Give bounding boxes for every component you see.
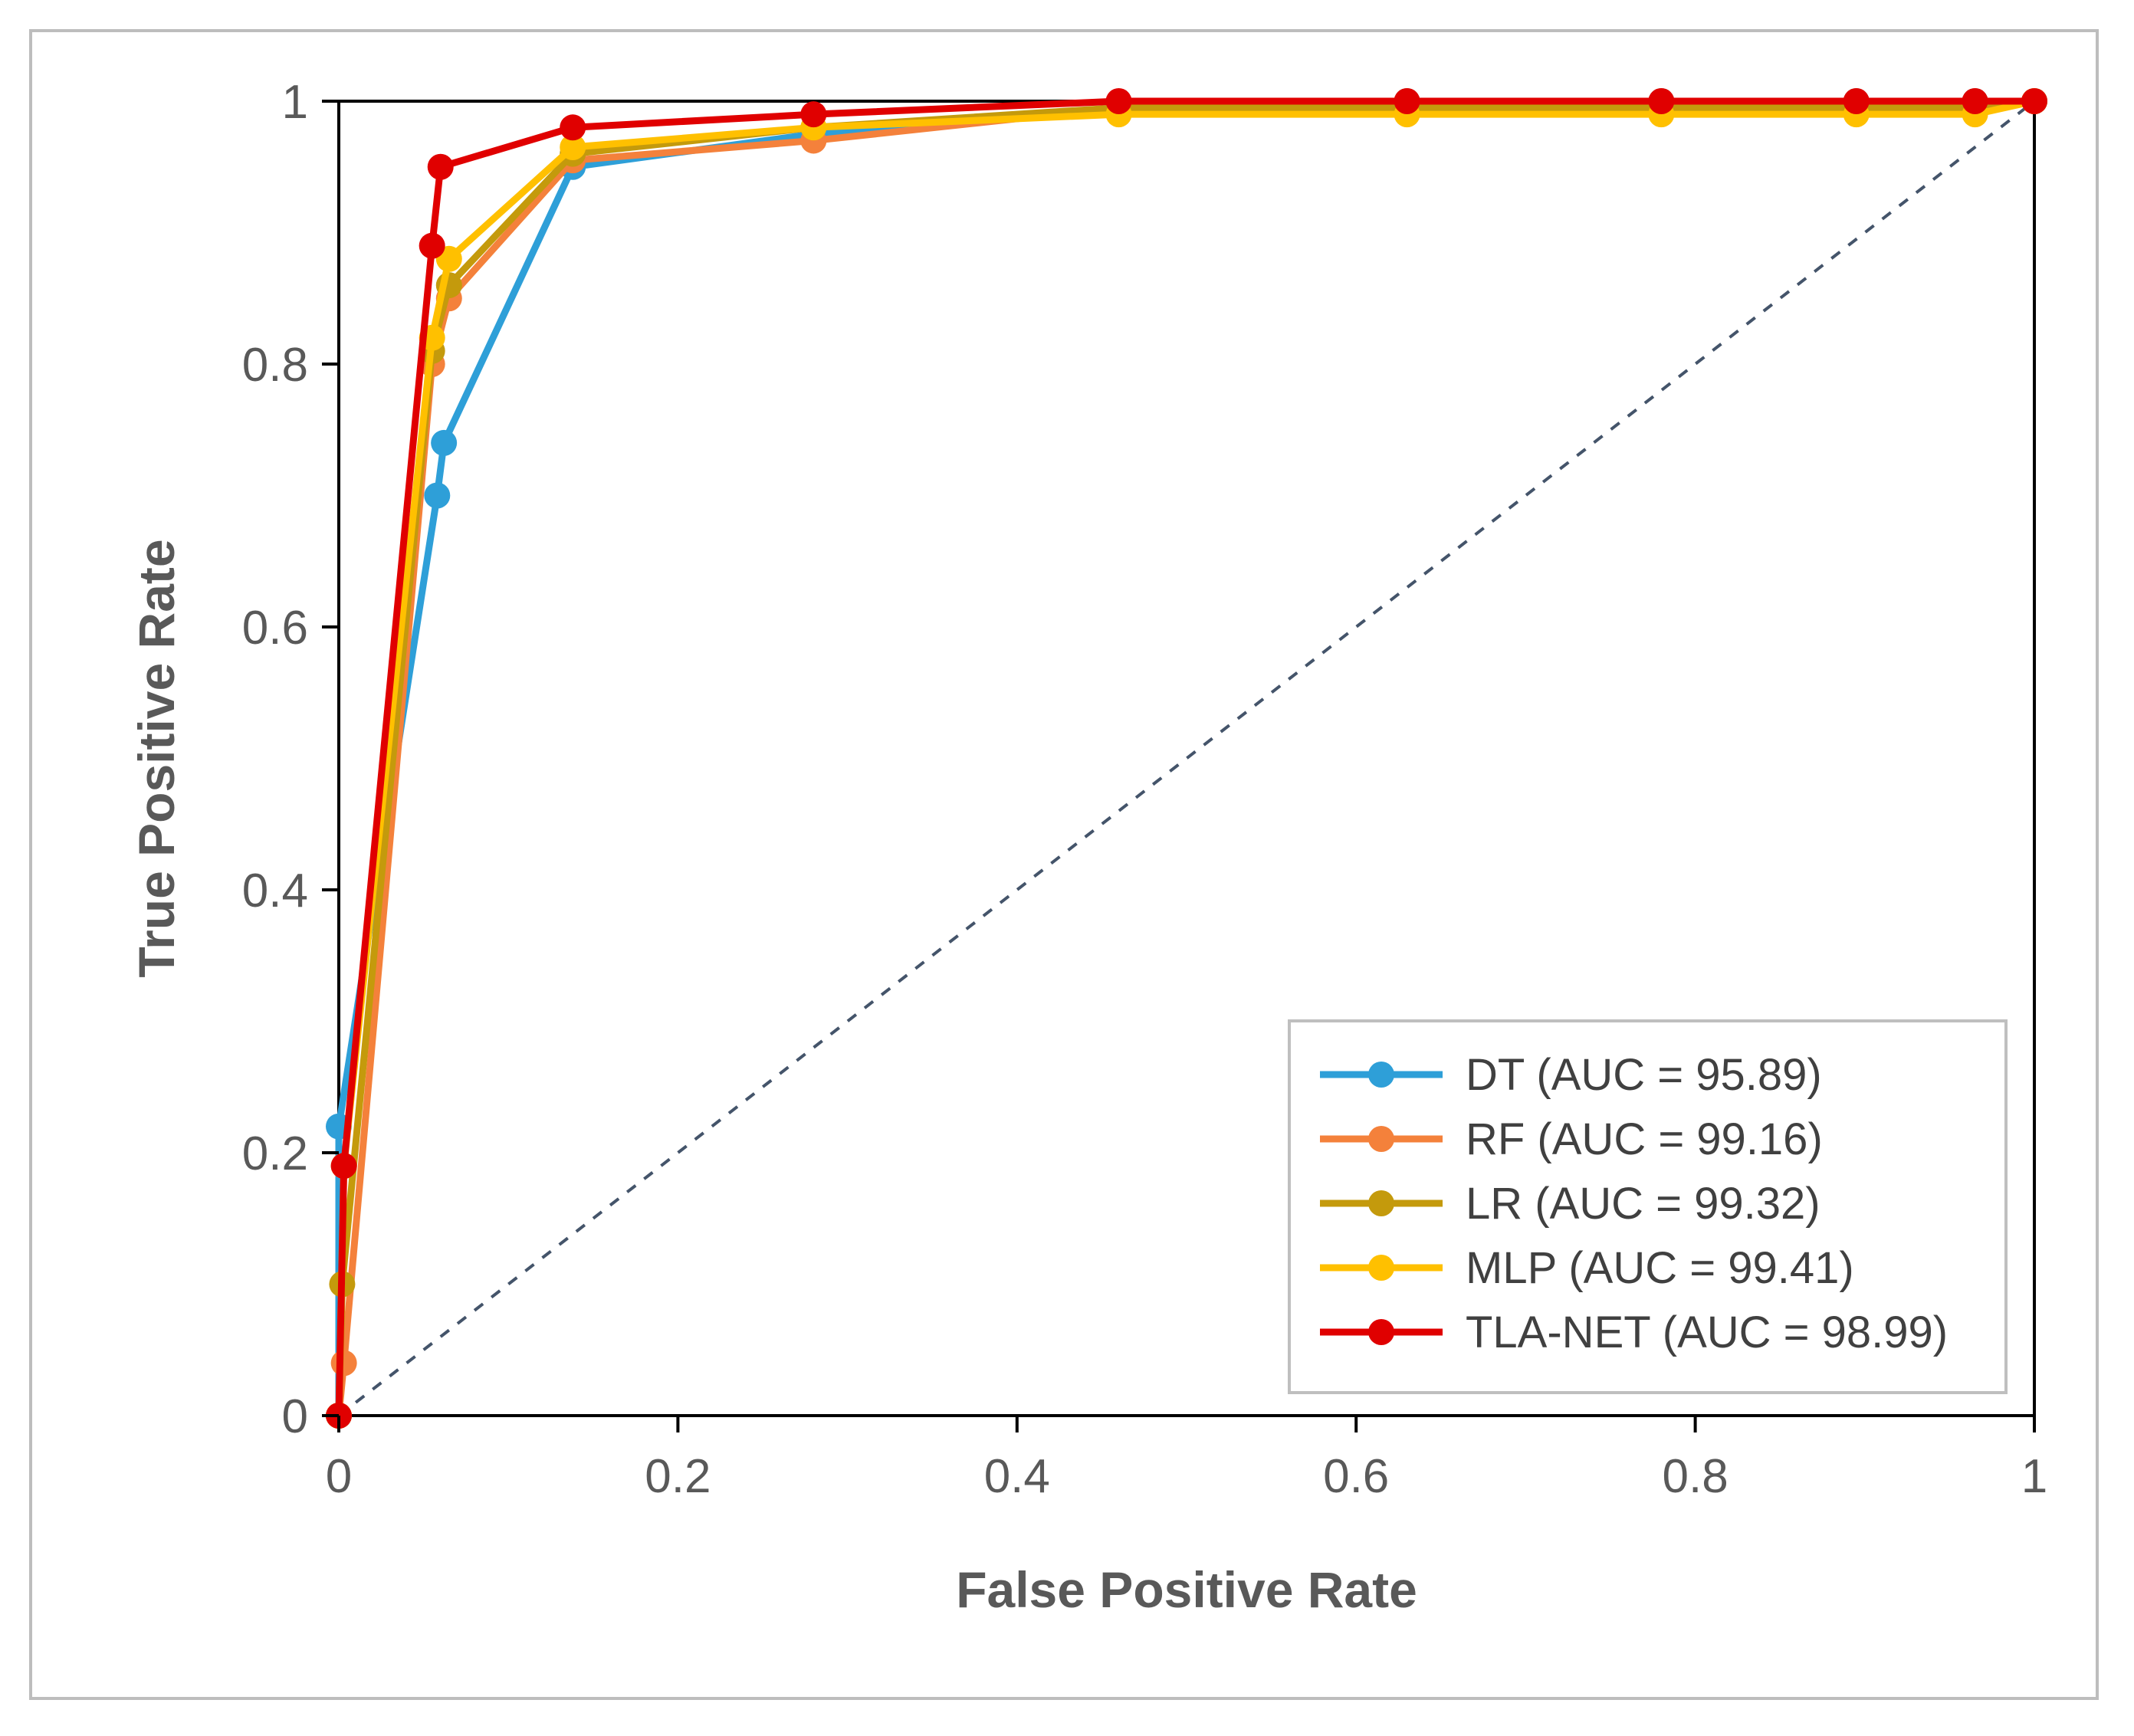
data-point-mlp: [560, 134, 586, 161]
data-point-tla-net: [2021, 88, 2047, 114]
data-point-tla-net: [427, 153, 454, 180]
legend-label: MLP (AUC = 99.41): [1466, 1243, 1854, 1293]
y-tick-label: 0: [282, 1390, 308, 1443]
legend-item-mlp: MLP (AUC = 99.41): [1320, 1243, 1854, 1293]
legend: DT (AUC = 95.89) RF (AUC = 99.16) LR (AUC …: [1288, 1019, 2008, 1394]
y-tick-label: 0.6: [242, 602, 308, 655]
data-point-tla-net: [1648, 88, 1675, 114]
chart-frame: 0 0.2 0.4 0.6 0.8 1 0 0.2 0.4 0.6 0.8 1 False Positi…: [29, 29, 2099, 1700]
x-tick-label: 1: [2021, 1450, 2047, 1503]
data-point-dt: [424, 482, 451, 509]
data-point-tla-net: [1394, 88, 1420, 114]
series-line-mlp: [335, 97, 2038, 1419]
legend-item-dt: DT (AUC = 95.89): [1320, 1050, 1822, 1100]
legend-item-rf: RF (AUC = 99.16): [1320, 1114, 1823, 1164]
data-point-tla-net: [800, 101, 827, 128]
legend-item-lr: LR (AUC = 99.32): [1320, 1179, 1820, 1229]
x-axis-title: False Positive Rate: [956, 1561, 1417, 1618]
legend-label: RF (AUC = 99.16): [1466, 1114, 1823, 1164]
axes-layer: 0 0.2 0.4 0.6 0.8 1 0 0.2 0.4 0.6 0.8 1 False Positi…: [128, 76, 2047, 1618]
data-point-rf: [330, 1350, 357, 1377]
data-point-tla-net: [1105, 88, 1132, 114]
data-point-tla-net: [1843, 88, 1870, 114]
legend-label: TLA-NET (AUC = 98.99): [1466, 1308, 1948, 1357]
series-line-tla-net: [335, 97, 2038, 1419]
series-tla-net: [326, 88, 2047, 1429]
legend-swatch-marker: [1368, 1062, 1394, 1088]
legend-swatch-marker: [1368, 1319, 1394, 1345]
legend-swatch-marker: [1368, 1190, 1394, 1216]
legend-item-tla-net: TLA-NET (AUC = 98.99): [1320, 1308, 1948, 1357]
data-point-tla-net: [560, 114, 586, 141]
x-tick-label: 0.4: [984, 1450, 1050, 1503]
y-axis-title: True Positive Rate: [128, 539, 185, 977]
legend-swatch-marker: [1368, 1255, 1394, 1281]
y-tick-label: 0.2: [242, 1127, 308, 1180]
roc-chart: 0 0.2 0.4 0.6 0.8 1 0 0.2 0.4 0.6 0.8 1 False Positi…: [128, 76, 2047, 1618]
chance-diagonal-line: [337, 100, 2036, 1417]
x-tick-label: 0.8: [1662, 1450, 1728, 1503]
data-point-tla-net: [330, 1153, 357, 1180]
legend-swatch-marker: [1368, 1126, 1394, 1152]
x-tick-label: 0.6: [1323, 1450, 1389, 1503]
y-tick-label: 0.8: [242, 339, 308, 392]
data-point-tla-net: [1962, 88, 1988, 114]
data-point-dt: [431, 429, 458, 456]
y-tick-label: 1: [282, 76, 308, 129]
data-point-tla-net: [419, 232, 445, 259]
y-tick-label: 0.4: [242, 865, 308, 917]
legend-label: LR (AUC = 99.32): [1466, 1179, 1820, 1229]
x-tick-label: 0: [326, 1450, 352, 1503]
legend-label: DT (AUC = 95.89): [1466, 1050, 1822, 1100]
chance-line-layer: [337, 100, 2036, 1417]
series-layer: [326, 88, 2047, 1429]
x-tick-label: 0.2: [645, 1450, 711, 1503]
